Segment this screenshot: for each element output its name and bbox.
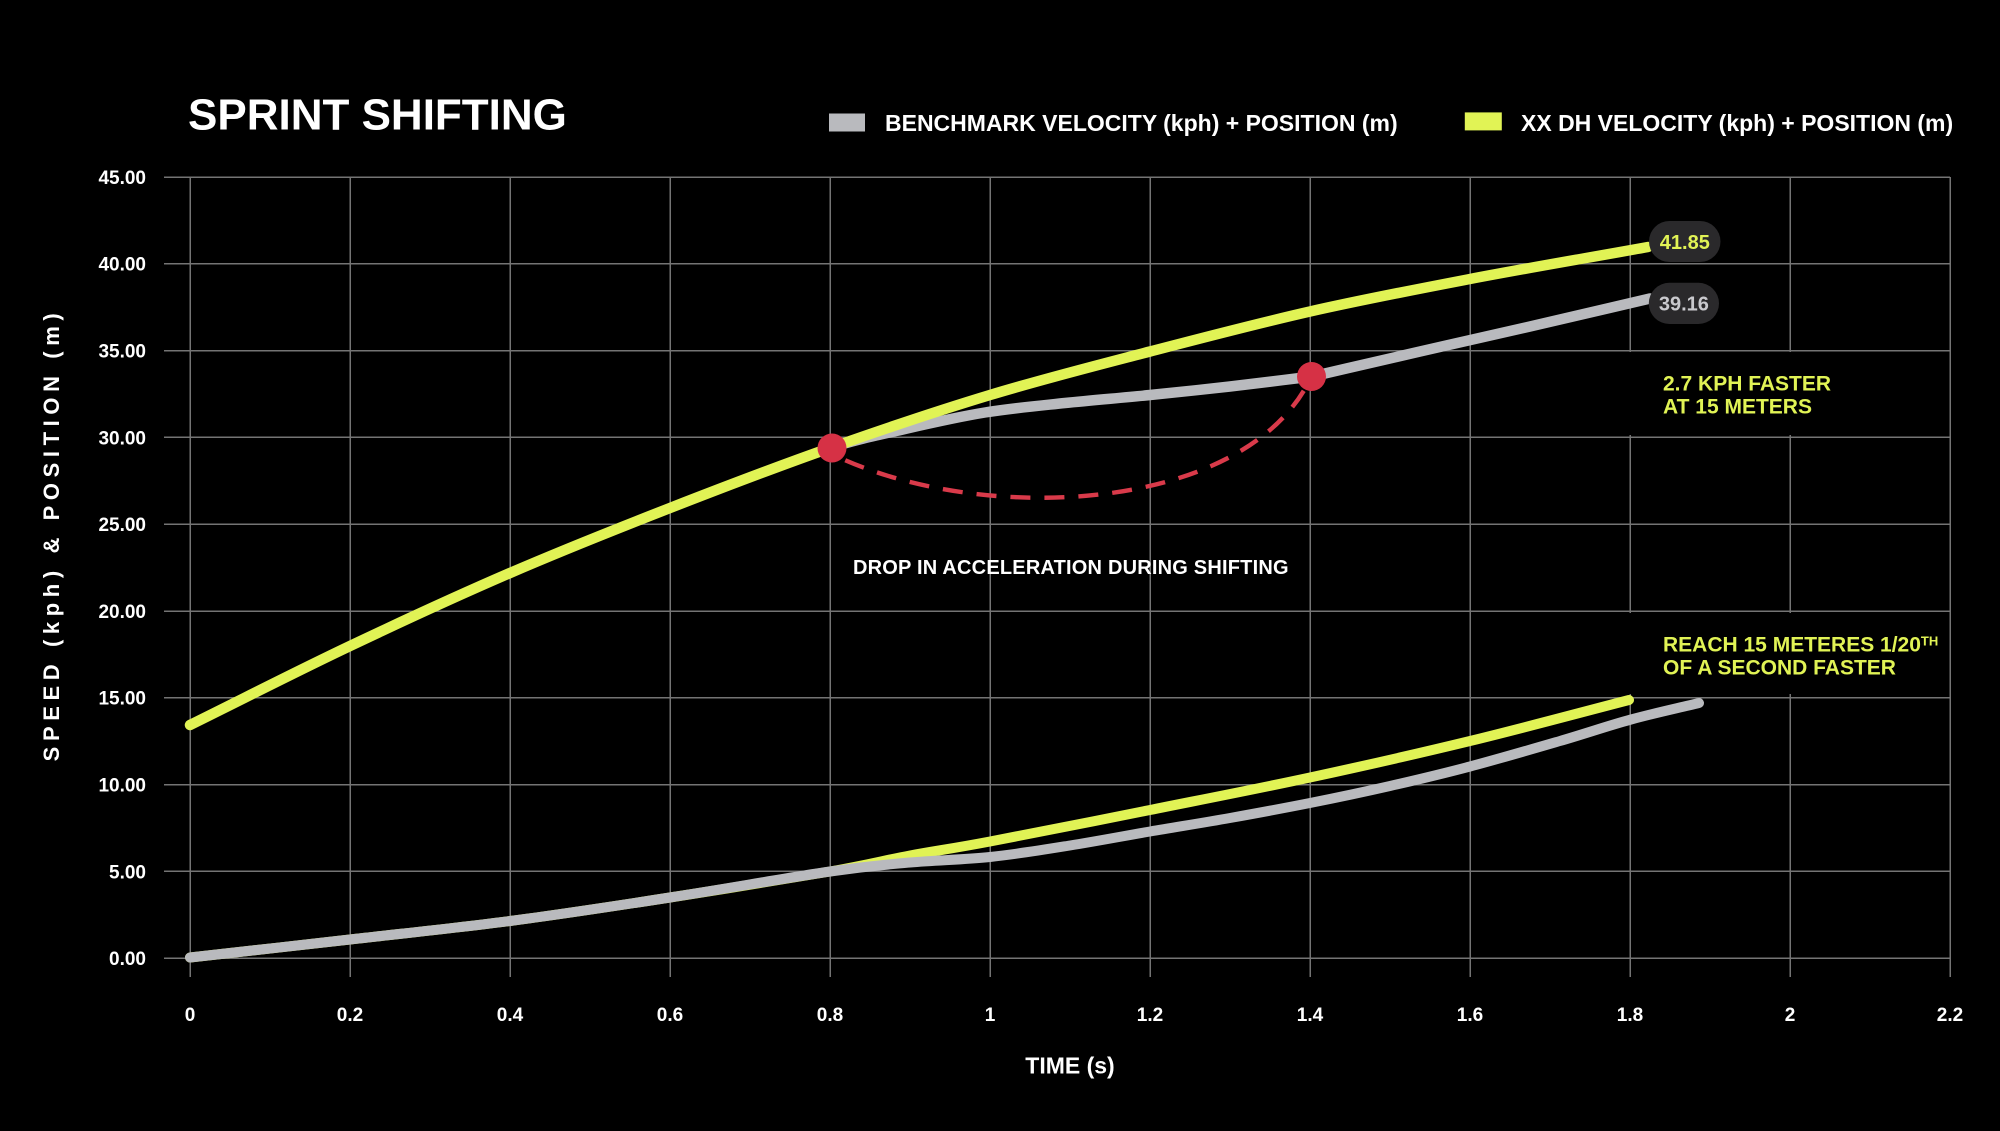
svg-text:1.2: 1.2: [1137, 1005, 1163, 1026]
svg-text:0: 0: [185, 1005, 196, 1026]
svg-text:45.00: 45.00: [98, 168, 146, 189]
svg-text:30.00: 30.00: [98, 428, 146, 449]
svg-text:BENCHMARK VELOCITY (kph) + POS: BENCHMARK VELOCITY (kph) + POSITION (m): [885, 110, 1398, 136]
svg-text:2.2: 2.2: [1937, 1005, 1963, 1026]
svg-text:35.00: 35.00: [98, 342, 146, 363]
svg-text:10.00: 10.00: [98, 776, 146, 797]
svg-text:0.00: 0.00: [109, 949, 146, 970]
svg-text:AT 15 METERS: AT 15 METERS: [1663, 395, 1812, 418]
svg-text:25.00: 25.00: [98, 515, 146, 536]
svg-text:2: 2: [1785, 1005, 1796, 1026]
svg-text:1: 1: [985, 1005, 996, 1026]
svg-text:1.6: 1.6: [1457, 1005, 1483, 1026]
svg-text:5.00: 5.00: [109, 862, 146, 883]
svg-text:TIME (s): TIME (s): [1025, 1053, 1114, 1079]
svg-text:REACH 15 METERES 1/20TH: REACH 15 METERES 1/20TH: [1663, 633, 1938, 656]
svg-text:15.00: 15.00: [98, 689, 146, 710]
svg-text:1.4: 1.4: [1297, 1005, 1324, 1026]
svg-text:1.8: 1.8: [1617, 1005, 1643, 1026]
svg-text:0.6: 0.6: [657, 1005, 683, 1026]
svg-text:0.4: 0.4: [497, 1005, 524, 1026]
svg-text:40.00: 40.00: [98, 255, 146, 276]
svg-text:20.00: 20.00: [98, 602, 146, 623]
svg-text:2.7 KPH FASTER: 2.7 KPH FASTER: [1663, 372, 1831, 395]
svg-text:39.16: 39.16: [1659, 294, 1709, 316]
svg-text:SPEED (kph) & POSITION (m): SPEED (kph) & POSITION (m): [39, 308, 64, 762]
svg-text:DROP IN ACCELERATION DURING SH: DROP IN ACCELERATION DURING SHIFTING: [853, 557, 1289, 579]
svg-text:41.85: 41.85: [1660, 232, 1710, 254]
svg-text:OF A SECOND FASTER: OF A SECOND FASTER: [1663, 656, 1896, 679]
svg-text:XX DH VELOCITY (kph) + POSITIO: XX DH VELOCITY (kph) + POSITION (m): [1521, 110, 1953, 136]
svg-text:0.8: 0.8: [817, 1005, 843, 1026]
svg-text:0.2: 0.2: [337, 1005, 363, 1026]
svg-text:SPRINT SHIFTING: SPRINT SHIFTING: [188, 91, 567, 140]
